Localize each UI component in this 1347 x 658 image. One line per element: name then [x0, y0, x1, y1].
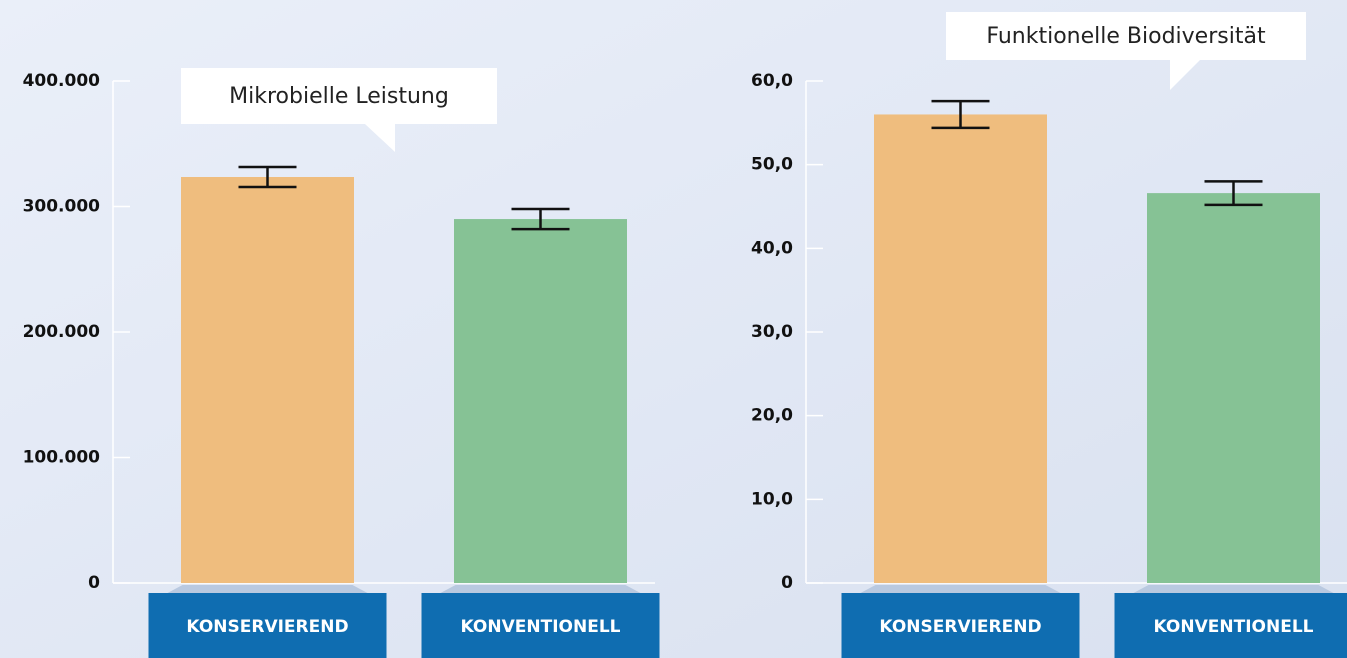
annotation-box — [946, 12, 1306, 60]
category-box — [841, 593, 1080, 658]
error-bar — [931, 99, 990, 130]
label-shadow — [860, 585, 1061, 593]
label-shadow — [1133, 585, 1334, 593]
label-shadow — [440, 585, 641, 593]
y-tick-label: 200.000 — [23, 322, 101, 342]
y-tick-label: 50,0 — [751, 155, 793, 175]
y-tick-label: 60,0 — [751, 71, 793, 91]
annotation: Mikrobielle Leistung — [229, 84, 449, 109]
bar — [874, 114, 1047, 583]
y-tick-label: 400.000 — [23, 71, 101, 91]
x-tick-label: KONSERVIEREND — [186, 617, 348, 637]
bar — [454, 219, 627, 584]
y-tick-label: 0 — [88, 573, 100, 593]
category-box — [421, 593, 660, 658]
y-tick-label: 40,0 — [751, 238, 793, 258]
annotation: Funktionelle Biodiversität — [986, 24, 1266, 49]
y-tick-label: 20,0 — [751, 406, 793, 426]
x-tick-label: KONVENTIONELL — [461, 617, 621, 637]
error-bar — [238, 165, 297, 189]
category-box — [148, 593, 387, 658]
y-tick-label: 100.000 — [23, 448, 101, 468]
annotation-pointer — [365, 124, 395, 152]
y-tick-label: 10,0 — [751, 489, 793, 509]
bar — [181, 177, 354, 583]
label-shadow — [167, 585, 368, 593]
error-bar — [1204, 180, 1263, 207]
y-tick-label: 30,0 — [751, 322, 793, 342]
annotation-pointer — [1170, 60, 1200, 90]
x-tick-label: KONSERVIEREND — [879, 617, 1041, 637]
x-tick-label: KONVENTIONELL — [1154, 617, 1314, 637]
error-bar — [511, 207, 570, 231]
category-box — [1114, 593, 1347, 658]
annotation-box — [181, 68, 497, 124]
y-tick-label: 300.000 — [23, 197, 101, 217]
bar — [1147, 193, 1320, 583]
y-tick-label: 0 — [781, 573, 793, 593]
